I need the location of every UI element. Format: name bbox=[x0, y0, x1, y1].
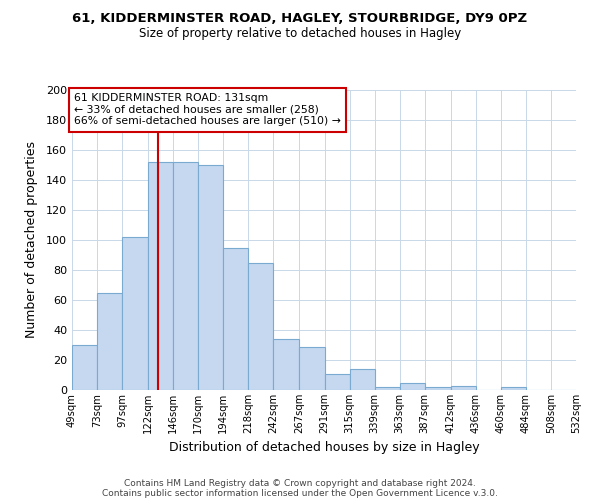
X-axis label: Distribution of detached houses by size in Hagley: Distribution of detached houses by size … bbox=[169, 442, 479, 454]
Bar bbox=[274, 339, 299, 390]
Bar bbox=[350, 369, 374, 390]
Y-axis label: Number of detached properties: Number of detached properties bbox=[25, 142, 38, 338]
Text: 61 KIDDERMINSTER ROAD: 131sqm
← 33% of detached houses are smaller (258)
66% of : 61 KIDDERMINSTER ROAD: 131sqm ← 33% of d… bbox=[74, 93, 341, 126]
Bar bbox=[400, 382, 425, 390]
Bar bbox=[198, 165, 223, 390]
Bar bbox=[425, 387, 451, 390]
Bar bbox=[501, 387, 526, 390]
Bar bbox=[223, 248, 248, 390]
Bar bbox=[122, 237, 148, 390]
Bar bbox=[97, 292, 122, 390]
Bar bbox=[248, 262, 274, 390]
Bar bbox=[148, 162, 173, 390]
Bar bbox=[299, 346, 325, 390]
Bar bbox=[374, 387, 400, 390]
Bar bbox=[451, 386, 476, 390]
Text: Size of property relative to detached houses in Hagley: Size of property relative to detached ho… bbox=[139, 28, 461, 40]
Bar bbox=[173, 162, 198, 390]
Bar bbox=[325, 374, 350, 390]
Text: 61, KIDDERMINSTER ROAD, HAGLEY, STOURBRIDGE, DY9 0PZ: 61, KIDDERMINSTER ROAD, HAGLEY, STOURBRI… bbox=[73, 12, 527, 26]
Text: Contains public sector information licensed under the Open Government Licence v.: Contains public sector information licen… bbox=[102, 488, 498, 498]
Bar bbox=[72, 345, 97, 390]
Text: Contains HM Land Registry data © Crown copyright and database right 2024.: Contains HM Land Registry data © Crown c… bbox=[124, 478, 476, 488]
